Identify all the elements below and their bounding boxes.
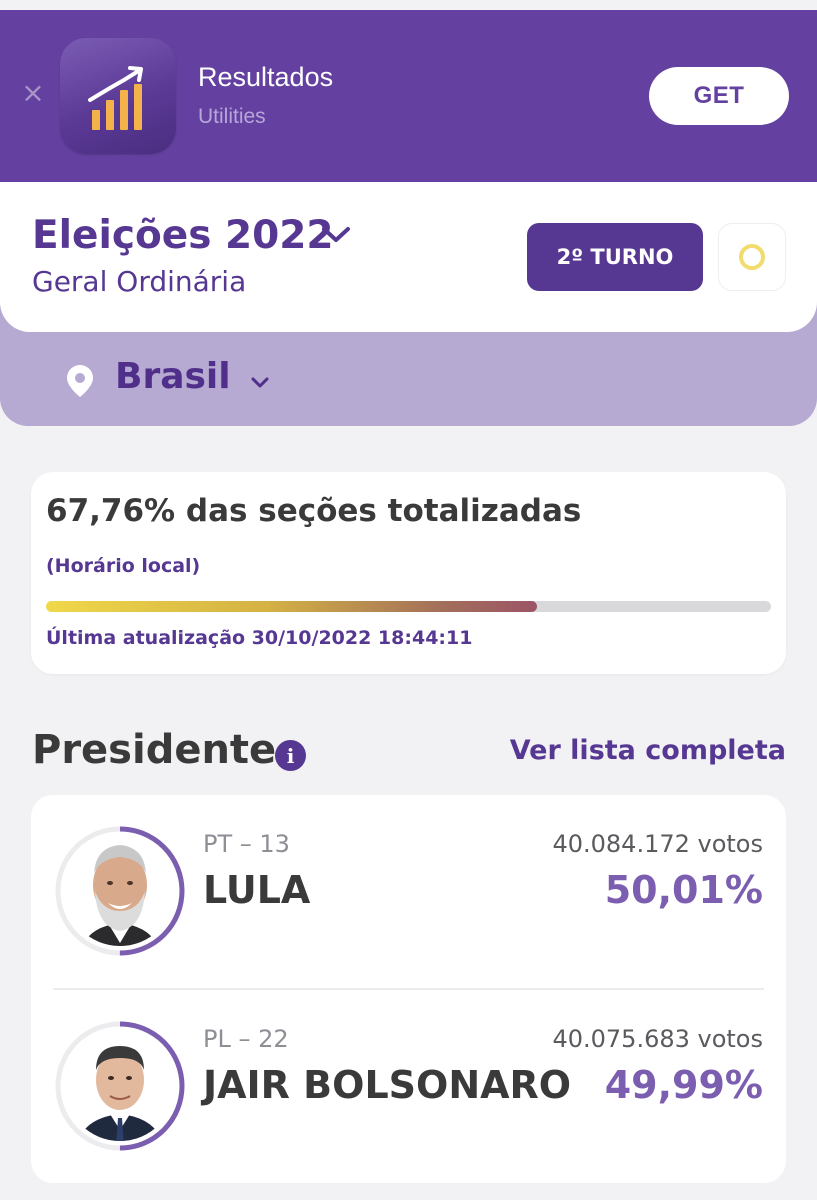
candidate-percent: 50,01%	[604, 868, 763, 912]
chevron-down-icon[interactable]	[250, 376, 270, 390]
election-subtitle: Geral Ordinária	[32, 265, 247, 298]
app-install-banner: × Resultados Utilities GET	[0, 10, 817, 182]
turno-button[interactable]: 2º TURNO	[527, 223, 703, 291]
location-label[interactable]: Brasil	[115, 356, 231, 397]
last-update: Última atualização 30/10/2022 18:44:11	[46, 627, 473, 649]
status-strip	[0, 0, 817, 10]
candidate-party: PL – 22	[203, 1025, 289, 1053]
status-button[interactable]	[718, 223, 786, 291]
map-pin-icon	[67, 365, 93, 397]
candidate-percent: 49,99%	[604, 1063, 763, 1107]
divider	[53, 988, 764, 990]
info-icon[interactable]: i	[275, 740, 306, 771]
bar-chart-growth-icon	[88, 66, 143, 130]
candidate-name[interactable]: JAIR BOLSONARO	[203, 1063, 572, 1107]
candidate-votes: 40.075.683 votos	[552, 1025, 763, 1053]
progress-fill	[46, 601, 538, 612]
full-list-link[interactable]: Ver lista completa	[509, 735, 786, 766]
totalization-progress-bar	[46, 601, 771, 612]
candidate-photo-lula[interactable]	[52, 823, 188, 959]
app-icon[interactable]	[60, 38, 176, 154]
totalization-title: 67,76% das seções totalizadas	[46, 493, 582, 529]
section-title: Presidente	[32, 727, 277, 773]
candidate-party: PT – 13	[203, 830, 290, 858]
candidate-name[interactable]: LULA	[203, 868, 311, 912]
candidate-photo-bolsonaro[interactable]	[52, 1018, 188, 1154]
app-category: Utilities	[198, 105, 266, 128]
candidate-votes: 40.084.172 votos	[552, 830, 763, 858]
election-title[interactable]: Eleições 2022	[32, 213, 334, 258]
local-time-note: (Horário local)	[46, 555, 201, 577]
totalization-card	[31, 472, 786, 674]
ring-icon	[739, 244, 765, 270]
chevron-down-icon[interactable]	[320, 224, 352, 246]
close-icon[interactable]: ×	[21, 76, 45, 109]
get-button[interactable]: GET	[649, 67, 789, 125]
app-name: Resultados	[198, 62, 334, 92]
